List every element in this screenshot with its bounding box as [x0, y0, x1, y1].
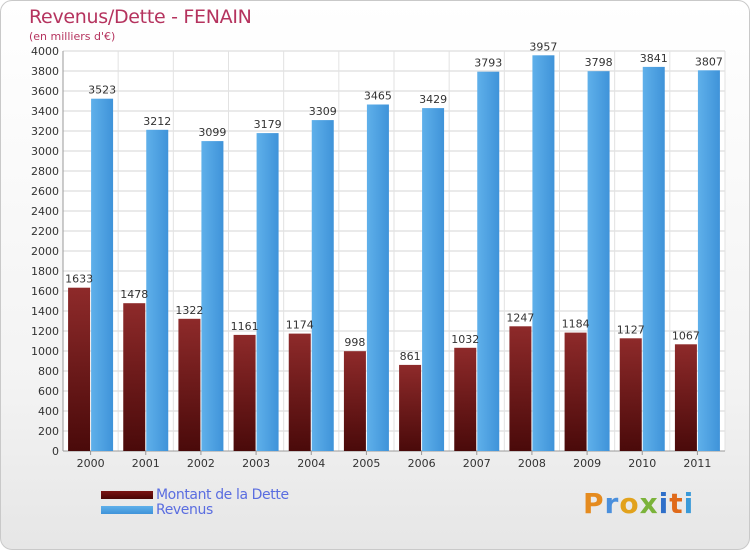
data-label-dette: 1247 [506, 311, 534, 324]
y-tick-label: 1400 [31, 305, 59, 318]
y-tick-label: 4000 [31, 45, 59, 58]
y-tick-label: 2400 [31, 205, 59, 218]
data-label-dette: 1322 [175, 304, 203, 317]
legend-label-revenus: Revenus [156, 502, 213, 518]
logo-letter: x [639, 487, 659, 520]
data-label-dette: 1184 [562, 318, 590, 331]
x-tick-label: 2007 [463, 457, 491, 470]
chart-title: Revenus/Dette - FENAIN [29, 6, 252, 28]
data-label-revenus: 3309 [309, 105, 337, 118]
data-label-dette: 1633 [65, 273, 93, 286]
x-tick-label: 2010 [628, 457, 656, 470]
y-tick-label: 3000 [31, 145, 59, 158]
bar-revenus [146, 129, 169, 452]
data-label-dette: 1478 [120, 288, 148, 301]
x-tick-label: 2004 [297, 457, 325, 470]
bar-dette [509, 326, 532, 451]
bar-revenus [697, 70, 720, 452]
chart-subtitle: (en milliers d'€) [29, 30, 116, 43]
bar-dette [564, 332, 587, 451]
bar-dette [68, 287, 91, 451]
data-label-revenus: 3841 [640, 52, 668, 65]
data-label-revenus: 3179 [254, 118, 282, 131]
x-tick-label: 2001 [132, 457, 160, 470]
bar-dette [233, 334, 256, 451]
data-label-revenus: 3212 [143, 115, 171, 128]
logo-letter: o [619, 487, 640, 520]
data-label-revenus: 3807 [695, 55, 723, 68]
data-label-revenus: 3099 [198, 126, 226, 139]
data-label-revenus: 3429 [419, 93, 447, 106]
bar-revenus [366, 104, 389, 451]
data-label-revenus: 3523 [88, 84, 116, 97]
y-tick-label: 1000 [31, 345, 59, 358]
x-tick-label: 2009 [573, 457, 601, 470]
x-tick-label: 2006 [408, 457, 436, 470]
logo-letter: i [683, 487, 695, 520]
x-tick-label: 2003 [242, 457, 270, 470]
data-label-dette: 998 [344, 336, 365, 349]
data-label-revenus: 3465 [364, 90, 392, 103]
y-tick-label: 2800 [31, 165, 59, 178]
data-label-dette: 861 [400, 350, 421, 363]
legend-swatch-revenus [101, 506, 153, 514]
bar-dette [619, 338, 642, 451]
data-label-dette: 1127 [617, 323, 645, 336]
data-label-revenus: 3957 [529, 40, 557, 53]
y-tick-label: 2600 [31, 185, 59, 198]
data-label-revenus: 3793 [474, 57, 502, 70]
bar-revenus [91, 98, 114, 451]
data-label-dette: 1161 [231, 320, 259, 333]
y-tick-label: 2200 [31, 225, 59, 238]
y-tick-label: 1800 [31, 265, 59, 278]
y-tick-label: 2000 [31, 245, 59, 258]
data-label-revenus: 3798 [585, 56, 613, 69]
bar-revenus [532, 55, 555, 452]
bar-revenus [311, 120, 334, 451]
bar-revenus [477, 71, 500, 451]
bar-revenus [587, 71, 610, 451]
y-tick-label: 400 [38, 405, 59, 418]
y-tick-label: 1200 [31, 325, 59, 338]
bar-revenus [422, 108, 445, 451]
logo-letter: t [669, 487, 684, 520]
x-tick-label: 2008 [518, 457, 546, 470]
y-tick-label: 200 [38, 425, 59, 438]
bar-dette [288, 333, 311, 451]
y-tick-label: 3600 [31, 85, 59, 98]
logo-letter: r [604, 487, 620, 520]
y-tick-label: 3400 [31, 105, 59, 118]
data-label-dette: 1174 [286, 319, 314, 332]
y-tick-label: 3800 [31, 65, 59, 78]
x-tick-label: 2011 [683, 457, 711, 470]
bar-revenus [201, 141, 224, 451]
y-tick-label: 600 [38, 385, 59, 398]
y-tick-label: 1600 [31, 285, 59, 298]
bar-revenus [256, 133, 279, 451]
logo-letter: i [658, 487, 670, 520]
y-tick-label: 3200 [31, 125, 59, 138]
logo-letter: P [583, 487, 605, 520]
legend-label-debt: Montant de la Dette [156, 487, 289, 503]
data-label-dette: 1032 [451, 333, 479, 346]
bar-dette [343, 351, 366, 451]
y-tick-label: 800 [38, 365, 59, 378]
data-label-dette: 1067 [672, 329, 700, 342]
bar-revenus [642, 66, 665, 452]
y-tick-label: 0 [52, 445, 59, 458]
proxiti-logo: Proxiti [583, 487, 694, 520]
bar-dette [123, 303, 146, 451]
x-tick-label: 2005 [352, 457, 380, 470]
x-tick-label: 2002 [187, 457, 215, 470]
bar-dette [674, 344, 697, 451]
bar-dette [399, 364, 422, 451]
legend-swatch-debt [101, 491, 153, 499]
x-tick-label: 2000 [77, 457, 105, 470]
bar-dette [454, 347, 477, 451]
bar-dette [178, 318, 201, 451]
